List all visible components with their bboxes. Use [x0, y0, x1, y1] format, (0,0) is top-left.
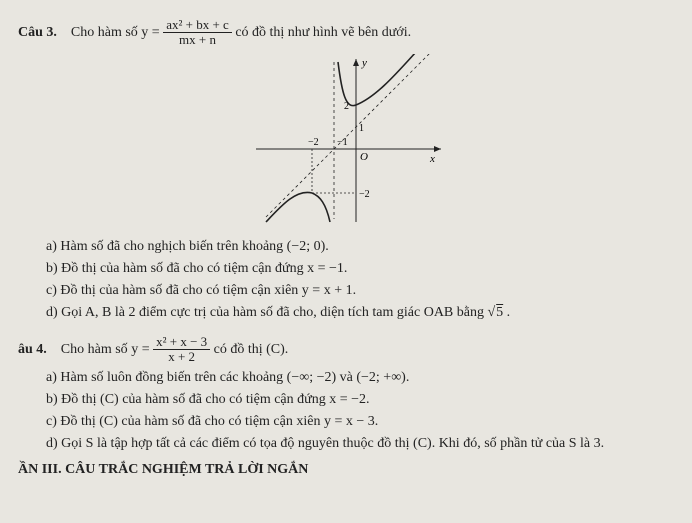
q3-eq-lhs: y =	[141, 25, 163, 40]
q3-d-post: .	[507, 305, 511, 320]
q3-option-b: b) Đồ thị của hàm số đã cho có tiệm cận …	[46, 261, 674, 277]
q4-stem-suffix: có đồ thị (C).	[214, 342, 289, 357]
q3-graph: −2 −1 2 1 −2 O x y	[18, 54, 674, 229]
tick-y2: 2	[344, 101, 349, 112]
tick-xneg2: −2	[308, 137, 319, 148]
q3-stem: Câu 3. Cho hàm số y = ax² + bx + c mx + …	[18, 18, 674, 48]
section-heading: ẦN III. CÂU TRẮC NGHIỆM TRẢ LỜI NGẮN	[18, 462, 674, 478]
tick-xneg1: −1	[337, 137, 348, 148]
q3-d-sqrt: 5	[495, 305, 503, 320]
q3-d-pre: d) Gọi A, B là 2 điểm cực trị của hàm số…	[46, 305, 487, 320]
q4-fraction: x² + x − 3 x + 2	[153, 335, 210, 365]
q3-option-c: c) Đồ thị của hàm số đã cho có tiệm cận …	[46, 283, 674, 299]
y-axis-arrow	[353, 59, 359, 66]
oblique-asymptote	[266, 54, 431, 217]
q4-label: âu 4.	[18, 342, 47, 357]
curve-upper	[338, 54, 416, 106]
q3-frac-den: mx + n	[163, 33, 232, 47]
q3-frac-num: ax² + bx + c	[163, 18, 232, 33]
origin-label: O	[360, 151, 368, 163]
q4-option-c: c) Đồ thị (C) của hàm số đã cho có tiệm …	[46, 414, 674, 430]
q4-frac-den: x + 2	[153, 350, 210, 364]
q4-frac-num: x² + x − 3	[153, 335, 210, 350]
x-axis-arrow	[434, 146, 441, 152]
q3-option-d: d) Gọi A, B là 2 điểm cực trị của hàm số…	[46, 305, 674, 321]
q3-fraction: ax² + bx + c mx + n	[163, 18, 232, 48]
q4-option-d: d) Gọi S là tập hợp tất cả các điểm có t…	[46, 436, 674, 452]
x-label: x	[429, 153, 435, 165]
q3-stem-suffix: có đồ thị như hình vẽ bên dưới.	[235, 25, 411, 40]
q4-eq-lhs: y =	[131, 342, 153, 357]
q4-stem-prefix: Cho hàm số	[61, 342, 131, 357]
q3-label: Câu 3.	[18, 25, 57, 40]
y-label: y	[361, 57, 367, 69]
tick-yneg2: −2	[359, 189, 370, 200]
q4-stem: âu 4. Cho hàm số y = x² + x − 3 x + 2 có…	[18, 335, 674, 365]
q4-option-a: a) Hàm số luôn đồng biến trên các khoảng…	[46, 370, 674, 386]
q4-option-b: b) Đồ thị (C) của hàm số đã cho có tiệm …	[46, 392, 674, 408]
q3-stem-prefix: Cho hàm số	[71, 25, 141, 40]
graph-svg: −2 −1 2 1 −2 O x y	[246, 54, 446, 224]
q3-option-a: a) Hàm số đã cho nghịch biến trên khoảng…	[46, 239, 674, 255]
tick-y1: 1	[359, 123, 364, 134]
